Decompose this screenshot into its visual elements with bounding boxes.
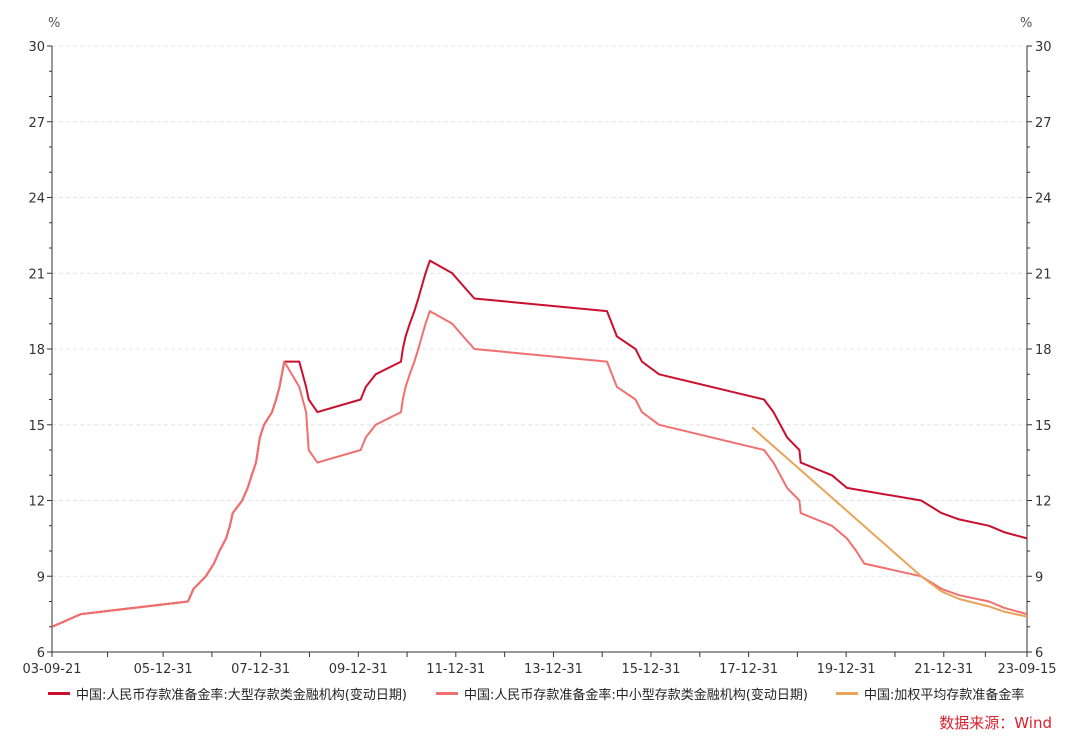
- series-line-small-medium-banks: [51, 310, 1028, 628]
- x-tick-label: 07-12-31: [231, 662, 290, 677]
- x-tick-label: 21-12-31: [914, 662, 973, 677]
- legend-swatch-small: [436, 692, 458, 695]
- y2-tick-label: 15: [1035, 419, 1052, 434]
- y2-tick-label: 30: [1035, 40, 1052, 55]
- x-tick-label: 03-09-21: [22, 662, 81, 677]
- x-tick-label: 05-12-31: [134, 662, 193, 677]
- series-line-weighted-average: [751, 426, 1028, 618]
- left-unit-label: %: [48, 16, 60, 31]
- ticks: 6 6 9 9 12 12 15 15 18 18 21 21 24 24 27 27 30 30 03-09-21…: [22, 40, 1056, 677]
- series-lines: [51, 259, 1028, 628]
- legend-label-large: 中国:人民币存款准备金率:大型存款类金融机构(变动日期): [76, 688, 407, 703]
- y-tick-label: 27: [28, 116, 45, 131]
- legend-label-small: 中国:人民币存款准备金率:中小型存款类金融机构(变动日期): [464, 688, 808, 703]
- y-tick-label: 15: [28, 419, 45, 434]
- line-chart: 6 6 9 9 12 12 15 15 18 18 21 21 24 24 27 27 30 30 03-09-21…: [22, 16, 1056, 677]
- y-tick-label: 6: [37, 646, 45, 661]
- legend-item-weighted: 中国:加权平均存款准备金率: [836, 684, 1024, 703]
- gridlines: [52, 45, 1027, 577]
- legend: 中国:人民币存款准备金率:大型存款类金融机构(变动日期) 中国:人民币存款准备金…: [0, 684, 1080, 706]
- legend-item-large: 中国:人民币存款准备金率:大型存款类金融机构(变动日期): [48, 684, 407, 703]
- y-tick-label: 18: [28, 343, 45, 358]
- y2-tick-label: 12: [1035, 495, 1052, 510]
- x-tick-label: 17-12-31: [719, 662, 778, 677]
- y-tick-label: 21: [28, 267, 45, 282]
- y2-tick-label: 27: [1035, 116, 1052, 131]
- x-tick-label: 13-12-31: [524, 662, 583, 677]
- legend-swatch-weighted: [836, 692, 858, 695]
- legend-item-small: 中国:人民币存款准备金率:中小型存款类金融机构(变动日期): [436, 684, 808, 703]
- x-tick-label: 19-12-31: [817, 662, 876, 677]
- source-note: 数据来源：Wind: [939, 714, 1052, 732]
- y2-tick-label: 9: [1035, 570, 1043, 585]
- y-tick-label: 30: [28, 40, 45, 55]
- y-tick-label: 24: [28, 192, 45, 207]
- y-tick-label: 9: [37, 570, 45, 585]
- right-unit-label: %: [1020, 16, 1032, 31]
- x-tick-label: 23-09-15: [997, 662, 1056, 677]
- y2-tick-label: 18: [1035, 343, 1052, 358]
- y2-tick-label: 24: [1035, 192, 1052, 207]
- y2-tick-label: 21: [1035, 267, 1052, 282]
- legend-swatch-large: [48, 692, 70, 695]
- legend-label-weighted: 中国:加权平均存款准备金率: [864, 688, 1025, 703]
- series-line-large-banks: [51, 259, 1028, 628]
- x-tick-label: 15-12-31: [621, 662, 680, 677]
- x-tick-label: 09-12-31: [329, 662, 388, 677]
- x-tick-label: 11-12-31: [426, 662, 485, 677]
- y2-tick-label: 6: [1035, 646, 1043, 661]
- y-tick-label: 12: [28, 495, 45, 510]
